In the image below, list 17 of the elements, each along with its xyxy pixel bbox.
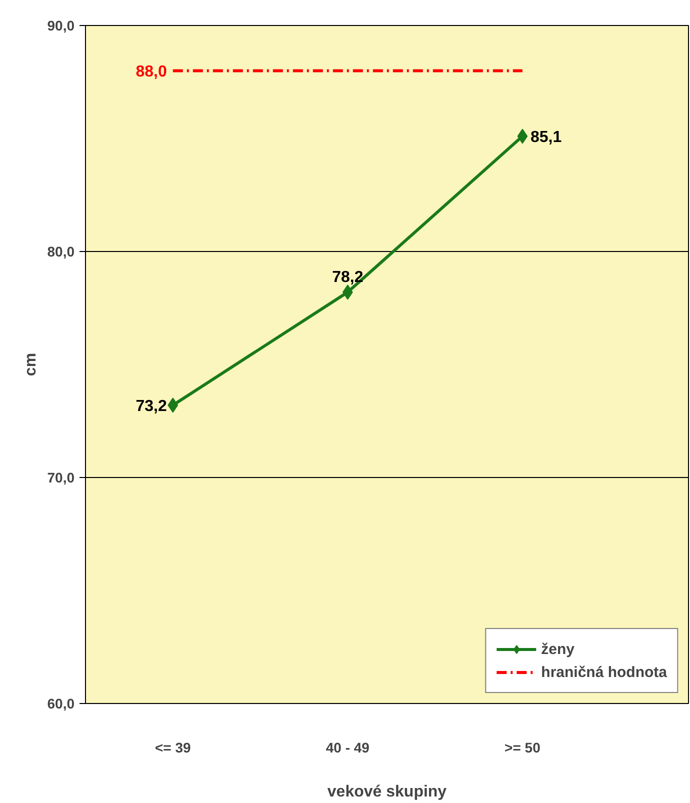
x-tick-label: 40 - 49 xyxy=(326,740,370,756)
x-tick-label: >= 50 xyxy=(504,740,541,756)
data-label: 88,0 xyxy=(136,64,167,81)
y-tick-label: 60,0 xyxy=(47,696,75,712)
point xyxy=(168,398,178,413)
y-axis-title: cm xyxy=(22,352,40,376)
y-tick-label: 90,0 xyxy=(47,18,75,34)
data-label: 85,1 xyxy=(530,129,562,146)
x-tick-label: <= 39 xyxy=(154,740,192,756)
data-label: 73,2 xyxy=(136,398,167,416)
point xyxy=(517,128,528,144)
x-axis-title: vekové skupiny xyxy=(327,784,447,800)
y-tick-label: 80,0 xyxy=(47,244,75,260)
y-tick-label: 70,0 xyxy=(47,470,75,486)
data-label: 78,2 xyxy=(332,269,364,286)
legend-label: ženy xyxy=(541,640,575,658)
legend-label: hraničná hodnota xyxy=(541,664,667,680)
